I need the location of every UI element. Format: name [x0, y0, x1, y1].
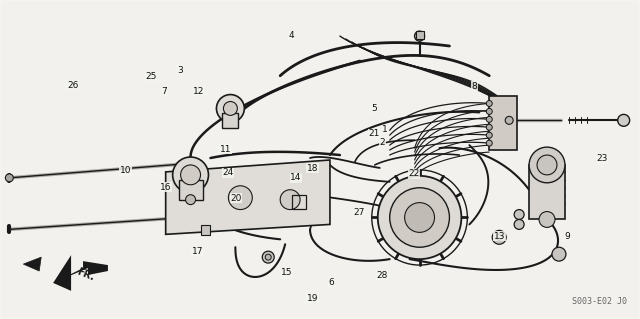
Text: 9: 9: [564, 232, 570, 241]
Circle shape: [505, 116, 513, 124]
Bar: [529, 165, 565, 219]
Bar: [223, 114, 238, 128]
Text: 18: 18: [307, 164, 318, 173]
Circle shape: [486, 108, 492, 115]
Text: 27: 27: [354, 208, 365, 217]
Text: 19: 19: [307, 293, 318, 302]
Text: 11: 11: [220, 145, 232, 154]
Circle shape: [390, 188, 449, 247]
Text: 28: 28: [377, 271, 388, 280]
Circle shape: [618, 115, 630, 126]
Text: 3: 3: [177, 66, 182, 75]
Circle shape: [223, 101, 237, 115]
Text: 8: 8: [471, 82, 477, 91]
Text: 7: 7: [162, 87, 168, 96]
Circle shape: [404, 203, 435, 232]
Bar: [179, 180, 202, 200]
Circle shape: [186, 195, 196, 204]
Circle shape: [492, 230, 506, 244]
Circle shape: [486, 132, 492, 138]
Polygon shape: [53, 255, 71, 291]
Text: 16: 16: [160, 183, 172, 192]
Text: 26: 26: [67, 81, 79, 90]
Text: 4: 4: [289, 31, 294, 40]
Text: 23: 23: [596, 154, 607, 163]
Circle shape: [486, 124, 492, 130]
Text: 14: 14: [290, 173, 301, 182]
Circle shape: [514, 210, 524, 219]
Text: 2: 2: [380, 137, 385, 147]
Circle shape: [5, 174, 13, 182]
Bar: [292, 195, 306, 209]
Text: FR.: FR.: [75, 267, 95, 283]
Circle shape: [537, 155, 557, 175]
Circle shape: [514, 219, 524, 229]
Circle shape: [539, 211, 555, 227]
Circle shape: [180, 165, 200, 185]
Text: 12: 12: [193, 87, 205, 96]
Text: 20: 20: [230, 194, 241, 203]
Text: 17: 17: [192, 247, 204, 256]
Text: 15: 15: [281, 268, 292, 277]
Circle shape: [486, 116, 492, 122]
Circle shape: [552, 247, 566, 261]
Circle shape: [378, 176, 461, 259]
Bar: [415, 31, 424, 39]
Circle shape: [262, 251, 274, 263]
Circle shape: [173, 157, 209, 193]
Circle shape: [265, 254, 271, 260]
Text: 6: 6: [328, 278, 334, 287]
Text: 22: 22: [409, 169, 420, 178]
Circle shape: [486, 140, 492, 146]
Text: 1: 1: [382, 125, 388, 134]
Circle shape: [529, 147, 565, 183]
Bar: [200, 226, 211, 235]
Text: 5: 5: [371, 104, 377, 113]
Text: 25: 25: [145, 72, 157, 81]
Circle shape: [280, 190, 300, 210]
Text: 13: 13: [494, 232, 506, 241]
Text: S003-E02 J0: S003-E02 J0: [572, 297, 627, 306]
Circle shape: [486, 100, 492, 107]
Circle shape: [496, 234, 502, 240]
Polygon shape: [53, 261, 108, 283]
Circle shape: [228, 186, 252, 210]
Circle shape: [216, 94, 244, 122]
Text: 24: 24: [222, 168, 233, 177]
Text: 21: 21: [369, 129, 380, 138]
Circle shape: [415, 31, 424, 41]
Polygon shape: [166, 160, 330, 234]
Polygon shape: [23, 257, 41, 271]
Bar: [489, 96, 517, 150]
Text: 10: 10: [120, 166, 131, 175]
